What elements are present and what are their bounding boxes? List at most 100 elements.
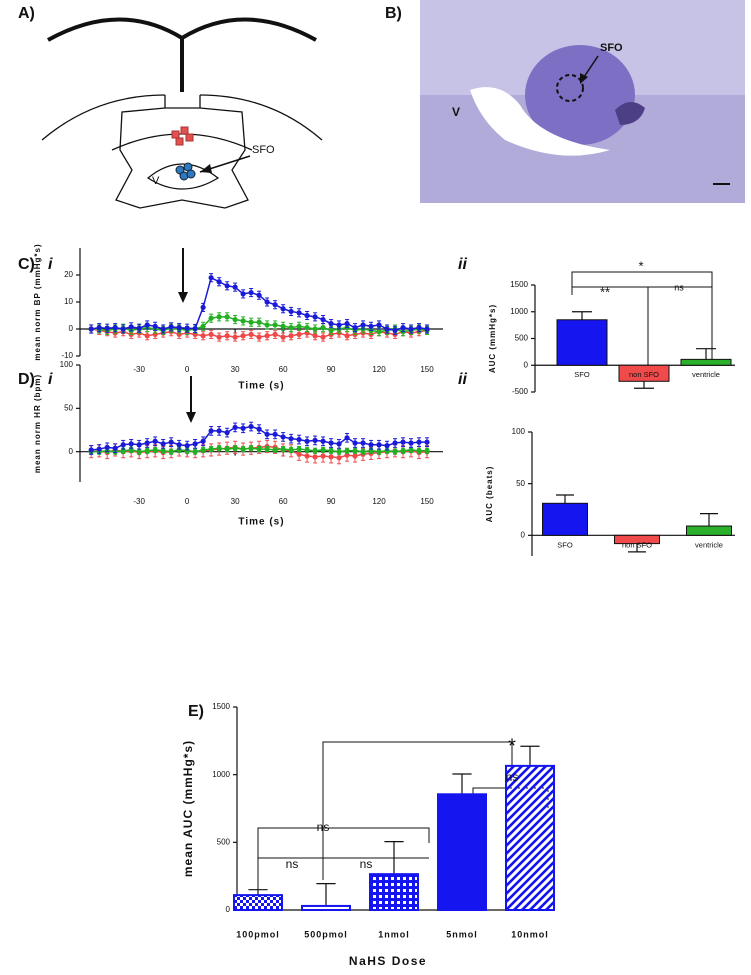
point xyxy=(152,447,158,453)
point xyxy=(144,333,150,339)
point xyxy=(392,440,398,446)
point xyxy=(384,326,390,332)
point xyxy=(328,454,334,460)
stimulus-arrow xyxy=(186,376,196,423)
x-axis-title: NaHS Dose xyxy=(349,954,427,968)
category-label: ventricle xyxy=(692,370,720,379)
point xyxy=(328,440,334,446)
point xyxy=(184,325,190,331)
x-tick-label: 60 xyxy=(279,497,288,506)
point xyxy=(200,323,206,329)
bar xyxy=(369,873,419,911)
point xyxy=(200,333,206,339)
point xyxy=(312,333,318,339)
point xyxy=(104,444,110,450)
point xyxy=(344,321,350,327)
stimulus-arrow xyxy=(178,248,188,303)
point xyxy=(144,322,150,328)
point xyxy=(288,325,294,331)
point xyxy=(344,448,350,454)
significance-label: ns xyxy=(317,820,330,834)
point xyxy=(256,292,262,298)
x-axis-title: Time (s) xyxy=(238,381,284,392)
point xyxy=(152,438,158,444)
point xyxy=(160,448,166,454)
point xyxy=(240,425,246,431)
point xyxy=(352,440,358,446)
significance-label: ns xyxy=(360,857,373,871)
x-tick-label: 60 xyxy=(279,365,288,374)
y-tick-label: 1000 xyxy=(212,770,230,779)
y-tick-label: 50 xyxy=(516,479,525,488)
point xyxy=(88,326,94,332)
point xyxy=(416,448,422,454)
point xyxy=(344,333,350,339)
x-tick-label: 0 xyxy=(185,365,190,374)
point xyxy=(304,312,310,319)
point xyxy=(288,333,294,339)
point xyxy=(304,447,310,453)
x-tick-label: 1nmol xyxy=(378,929,410,939)
point xyxy=(312,454,318,460)
panel-label: D) xyxy=(18,371,35,388)
y-tick-label: 1000 xyxy=(510,307,528,316)
point xyxy=(320,325,326,331)
point xyxy=(336,441,342,447)
point xyxy=(112,325,118,331)
bar xyxy=(233,894,283,912)
point xyxy=(296,323,302,329)
point xyxy=(224,333,230,339)
significance-label: ns xyxy=(674,282,684,292)
point xyxy=(240,318,246,324)
panel-label: B) xyxy=(385,5,402,22)
x-tick-label: 120 xyxy=(372,365,386,374)
subpanel-label: i xyxy=(48,256,53,273)
point xyxy=(160,441,166,447)
point xyxy=(232,316,238,323)
point xyxy=(408,447,414,453)
point xyxy=(360,449,366,455)
category-label: SFO xyxy=(557,540,573,549)
x-tick-label: 30 xyxy=(231,497,240,506)
point xyxy=(248,445,254,451)
point xyxy=(400,439,406,445)
point xyxy=(168,439,174,445)
point xyxy=(312,437,318,443)
panel-label: C) xyxy=(18,256,35,273)
point xyxy=(368,442,374,448)
y-axis-title: mean AUC (mmHg*s) xyxy=(181,740,195,877)
point xyxy=(376,449,382,455)
bar xyxy=(542,502,588,536)
blue-sites xyxy=(175,162,196,181)
bar xyxy=(301,904,351,912)
point xyxy=(248,331,254,337)
point xyxy=(328,321,334,327)
arrow-head xyxy=(200,164,212,173)
y-tick-label: -10 xyxy=(61,351,73,360)
y-tick-label: 500 xyxy=(217,837,231,846)
point xyxy=(88,447,94,453)
point xyxy=(240,291,246,297)
point xyxy=(408,326,414,332)
point xyxy=(264,431,270,437)
point xyxy=(168,449,174,455)
point xyxy=(264,333,270,339)
point xyxy=(280,446,286,452)
significance-label: ns xyxy=(286,857,299,871)
subpanel-label: ii xyxy=(458,371,467,388)
category-label: ventricle xyxy=(695,540,723,549)
point xyxy=(280,323,286,329)
point xyxy=(224,283,230,289)
y-tick-label: 0 xyxy=(524,360,529,369)
y-tick-label: 0 xyxy=(69,324,74,333)
point xyxy=(208,428,214,434)
point xyxy=(208,315,214,321)
point xyxy=(232,284,238,290)
point xyxy=(112,445,118,451)
point xyxy=(96,325,102,331)
point xyxy=(232,445,238,451)
y-tick-label: 1500 xyxy=(510,280,528,289)
y-tick-label: 0 xyxy=(69,447,74,456)
point xyxy=(120,326,126,332)
